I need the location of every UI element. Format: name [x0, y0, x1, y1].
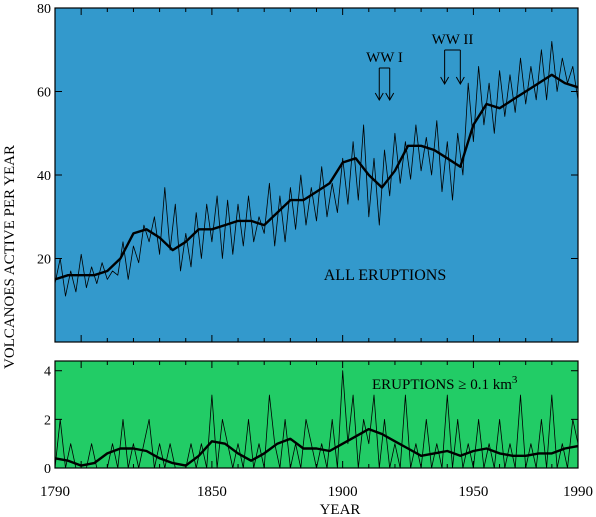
x-tick-label: 1990 [563, 484, 593, 500]
y-tick-label: 60 [37, 86, 51, 101]
all-eruptions-annotation: ALL ERUPTIONS [324, 267, 447, 284]
annual-series-line [54, 41, 579, 297]
annual-series-line [54, 370, 579, 469]
y-tick-label: 80 [37, 2, 51, 17]
smoothed-series-line [54, 73, 579, 281]
war-event-label: WW I [366, 50, 403, 66]
large-eruptions-annotation: ERUPTIONS ≥ 0.1 km3 [372, 374, 518, 393]
y-tick-label: 40 [37, 169, 51, 184]
y-tick-label: 20 [37, 253, 51, 268]
x-tick-label: 1950 [458, 484, 488, 500]
arrow-head [385, 92, 395, 102]
all-eruptions-panel: 20 40 60 80 ALL ERUPTIONS WW I WW II [37, 2, 579, 343]
arrow-head [455, 76, 465, 86]
y-axis-label: VOLCANOES ACTIVE PER YEAR [2, 145, 18, 369]
x-tick-label: 1900 [328, 484, 358, 500]
y-tick-label: 2 [44, 413, 51, 428]
shared-year-axis: 1790 1850 1900 1950 1990 [40, 484, 593, 500]
y-tick-label: 4 [44, 365, 51, 380]
x-tick-label: 1790 [40, 484, 70, 500]
war-event-label: WW II [432, 32, 474, 48]
large-eruptions-panel: 0 2 4 ERUPTIONS ≥ 0.1 km3 [44, 360, 579, 477]
plot-background [54, 7, 579, 343]
x-axis-label: YEAR [320, 502, 361, 517]
y-tick-label: 0 [44, 462, 51, 477]
arrow-head [374, 92, 384, 102]
arrow-head [440, 76, 450, 86]
smoothed-series-line [54, 427, 579, 467]
x-tick-label: 1850 [197, 484, 227, 500]
